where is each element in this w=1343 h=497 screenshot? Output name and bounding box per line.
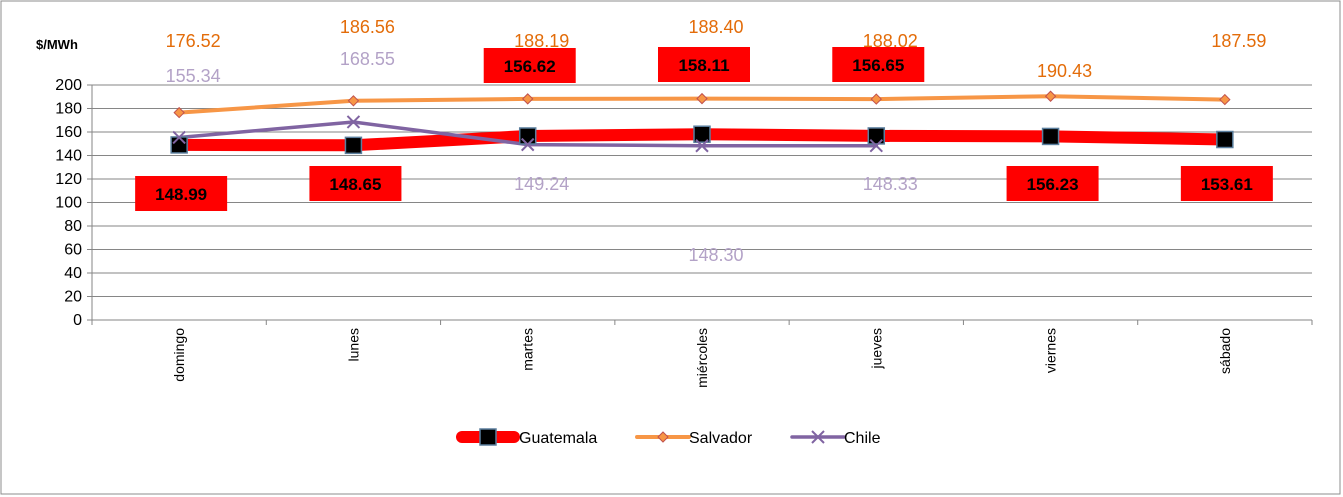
y-tick-label: 180 <box>55 101 82 118</box>
legend-label-chile: Chile <box>844 430 881 447</box>
marker-salvador <box>696 92 708 105</box>
data-label-guatemala: 156.23 <box>1027 175 1079 194</box>
marker-salvador <box>522 93 534 105</box>
marker-chile <box>869 139 883 153</box>
marker-guatemala <box>693 125 711 143</box>
marker-salvador <box>1219 93 1231 106</box>
legend-marker-guatemala <box>479 428 497 446</box>
marker-chile <box>521 137 535 152</box>
data-label-chile: 149.24 <box>514 174 569 194</box>
legend-label-salvador: Salvador <box>689 430 753 447</box>
data-label-box-guatemala <box>483 48 576 83</box>
marker-chile <box>346 115 361 129</box>
y-tick-label: 200 <box>55 77 82 94</box>
marker-chile <box>172 130 186 145</box>
legend-marker-chile <box>811 430 825 444</box>
marker-guatemala <box>170 136 188 154</box>
y-tick-labels: 0 20 40 60 80 100 120 140 160 180 200 <box>55 77 82 329</box>
marker-guatemala <box>867 127 886 145</box>
marker-chile <box>695 139 709 153</box>
data-label-salvador: 188.40 <box>688 17 743 37</box>
data-label-salvador: 186.56 <box>340 17 395 37</box>
y-tick-label: 40 <box>64 265 82 282</box>
x-tick-label: jueves <box>868 328 884 369</box>
y-tick-label: 80 <box>64 218 82 235</box>
data-label-box-guatemala <box>1006 166 1099 201</box>
legend-marker-salvador <box>657 431 669 443</box>
y-tick-label: 20 <box>64 289 82 306</box>
data-label-box-guatemala <box>309 166 402 201</box>
axes <box>87 84 1313 325</box>
data-label-chile: 148.33 <box>863 174 918 194</box>
y-tick-label: 160 <box>55 124 82 141</box>
gridlines <box>92 84 1312 297</box>
y-axis-unit-label: $/MWh <box>36 37 78 52</box>
legend: Guatemala Salvador Chile <box>456 428 881 447</box>
marker-guatemala <box>344 136 363 155</box>
x-tick-label: miércoles <box>694 328 710 388</box>
y-tick-label: 120 <box>55 171 82 188</box>
data-label-chile: 148.30 <box>688 245 743 265</box>
x-tick-labels: domingo lunes martes miércoles jueves viernes… <box>171 328 1233 388</box>
data-label-box-guatemala <box>658 47 750 82</box>
marker-salvador <box>870 93 882 105</box>
data-label-salvador: 188.02 <box>863 31 918 51</box>
data-label-box-guatemala <box>1180 166 1273 201</box>
marker-guatemala <box>518 127 537 145</box>
data-label-salvador: 187.59 <box>1211 31 1266 51</box>
data-label-guatemala: 156.62 <box>504 57 556 76</box>
data-label-box-guatemala <box>135 176 228 211</box>
x-tick-label: lunes <box>345 328 361 361</box>
data-label-guatemala: 148.99 <box>155 185 207 204</box>
x-tick-label: sábado <box>1217 328 1233 374</box>
data-label-guatemala: 156.65 <box>852 56 904 75</box>
data-label-salvador: 176.52 <box>166 31 221 51</box>
marker-salvador <box>173 106 185 119</box>
y-tick-label: 0 <box>73 312 82 329</box>
data-label-guatemala: 148.65 <box>329 175 381 194</box>
x-tick-label: domingo <box>171 328 187 382</box>
y-tick-label: 60 <box>64 242 82 259</box>
y-tick-label: 100 <box>55 195 82 212</box>
data-label-chile: 155.34 <box>166 66 221 86</box>
data-label-guatemala: 153.61 <box>1201 175 1253 194</box>
data-label-chile: 168.55 <box>340 49 395 69</box>
legend-label-guatemala: Guatemala <box>519 430 597 447</box>
data-label-salvador: 188.19 <box>514 31 569 51</box>
data-label-salvador: 190.43 <box>1037 61 1092 81</box>
data-label-box-guatemala <box>832 47 925 82</box>
y-tick-label: 140 <box>55 148 82 165</box>
marker-salvador <box>1044 90 1057 102</box>
data-label-guatemala: 158.11 <box>678 56 729 75</box>
x-tick-label: viernes <box>1043 328 1059 373</box>
data-labels: 176.52 186.56 188.19 188.40 188.02 190.43 187.… <box>135 17 1273 265</box>
series-group <box>170 90 1234 155</box>
marker-guatemala <box>1216 130 1234 149</box>
marker-salvador <box>347 95 360 107</box>
x-tick-label: martes <box>520 328 536 371</box>
marker-guatemala <box>1041 127 1060 146</box>
